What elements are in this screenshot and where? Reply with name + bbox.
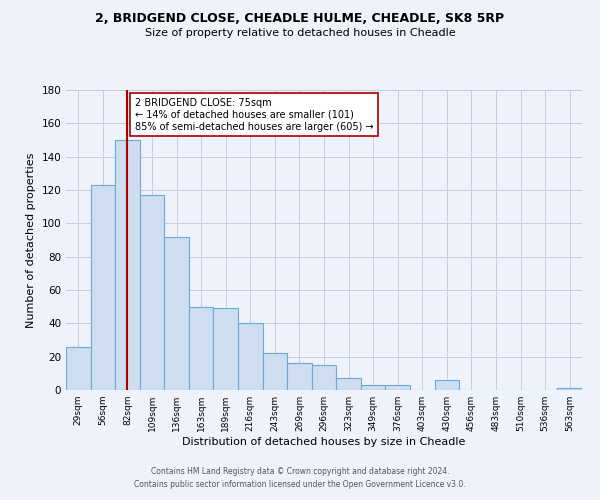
Y-axis label: Number of detached properties: Number of detached properties: [26, 152, 36, 328]
Bar: [434, 380, 459, 390]
Text: 2 BRIDGEND CLOSE: 75sqm
← 14% of detached houses are smaller (101)
85% of semi-d: 2 BRIDGEND CLOSE: 75sqm ← 14% of detache…: [135, 98, 373, 132]
Bar: [312, 365, 336, 390]
Bar: [361, 385, 385, 390]
Text: 2, BRIDGEND CLOSE, CHEADLE HULME, CHEADLE, SK8 5RP: 2, BRIDGEND CLOSE, CHEADLE HULME, CHEADL…: [95, 12, 505, 26]
Bar: [140, 195, 164, 390]
X-axis label: Distribution of detached houses by size in Cheadle: Distribution of detached houses by size …: [182, 437, 466, 447]
Bar: [66, 346, 91, 390]
Text: Contains public sector information licensed under the Open Government Licence v3: Contains public sector information licen…: [134, 480, 466, 489]
Bar: [189, 306, 214, 390]
Bar: [115, 140, 140, 390]
Bar: [238, 324, 263, 390]
Text: Contains HM Land Registry data © Crown copyright and database right 2024.: Contains HM Land Registry data © Crown c…: [151, 467, 449, 476]
Bar: [91, 185, 115, 390]
Text: Size of property relative to detached houses in Cheadle: Size of property relative to detached ho…: [145, 28, 455, 38]
Bar: [336, 378, 361, 390]
Bar: [385, 385, 410, 390]
Bar: [263, 354, 287, 390]
Bar: [164, 236, 189, 390]
Bar: [287, 364, 312, 390]
Bar: [214, 308, 238, 390]
Bar: [557, 388, 582, 390]
